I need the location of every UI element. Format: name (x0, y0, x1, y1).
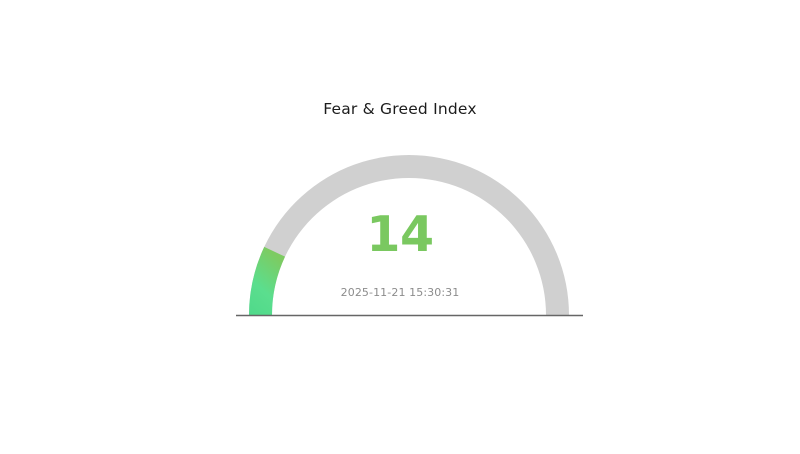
gauge-timestamp: 2025-11-21 15:30:31 (340, 286, 460, 299)
gauge-progress-arc (249, 246, 286, 315)
chart-title: Fear & Greed Index (323, 100, 477, 118)
gauge-value: 14 (366, 206, 434, 263)
gauge-track-arc (249, 155, 569, 315)
